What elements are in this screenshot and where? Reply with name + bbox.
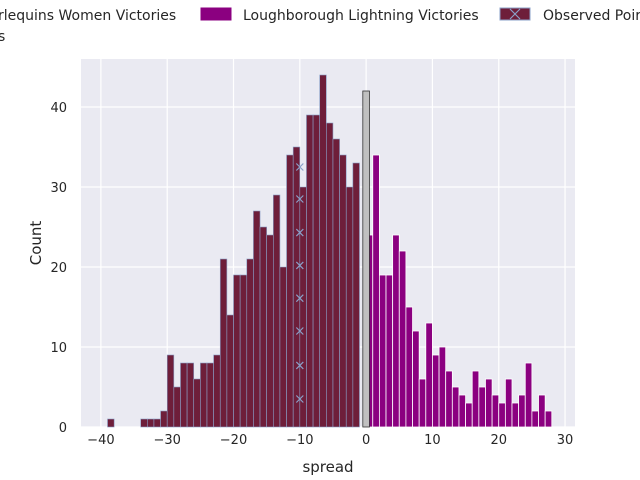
observed-point-marker bbox=[295, 228, 304, 237]
legend-label-loughborough: Loughborough Lightning Victories bbox=[243, 8, 479, 24]
bar-loughborough bbox=[385, 274, 394, 428]
bar-harlequins bbox=[173, 386, 181, 428]
bar-loughborough bbox=[544, 410, 553, 428]
observed-point-marker bbox=[295, 195, 304, 203]
tick-labels: −40 −30 −20 −10 0 10 20 30 0 10 20 30 40 bbox=[50, 101, 573, 448]
bar-loughborough bbox=[425, 322, 433, 428]
bar-loughborough bbox=[524, 362, 533, 428]
bar-loughborough bbox=[478, 386, 486, 428]
legend-x-marker-icon bbox=[509, 8, 521, 20]
y-tick-label: 40 bbox=[50, 101, 67, 116]
bar-harlequins bbox=[219, 258, 228, 428]
bar-harlequins bbox=[352, 162, 360, 428]
bar-highlight bbox=[362, 90, 370, 428]
y-tick-label: 10 bbox=[50, 341, 67, 356]
bar-harlequins bbox=[246, 258, 254, 428]
bar-loughborough bbox=[438, 346, 447, 428]
bar-harlequins bbox=[312, 114, 321, 428]
bar-harlequins bbox=[279, 266, 287, 428]
bar-harlequins bbox=[213, 354, 221, 428]
bar-harlequins bbox=[286, 154, 294, 428]
y-axis-label: Count bbox=[27, 221, 45, 266]
bar-harlequins bbox=[272, 194, 281, 428]
x-tick-label: 0 bbox=[362, 433, 370, 448]
y-tick-label: 30 bbox=[50, 181, 67, 196]
bar-harlequins bbox=[233, 274, 241, 428]
x-tick-label: 30 bbox=[557, 433, 574, 448]
bar-harlequins bbox=[160, 410, 168, 428]
observed-point-marker bbox=[295, 395, 304, 403]
bar-harlequins bbox=[166, 354, 175, 428]
bar-loughborough bbox=[538, 394, 546, 428]
bar-harlequins bbox=[306, 114, 314, 428]
bar-loughborough bbox=[378, 274, 387, 428]
x-tick-label: 10 bbox=[424, 433, 441, 448]
bar-loughborough bbox=[398, 250, 407, 428]
bar-loughborough bbox=[498, 402, 506, 428]
legend-label-harlequins: rlequins Women Victories bbox=[0, 8, 176, 24]
bar-harlequins bbox=[226, 314, 234, 428]
observed-point-marker bbox=[295, 163, 304, 171]
bar-harlequins bbox=[345, 186, 354, 428]
bars bbox=[107, 74, 553, 428]
bar-harlequins bbox=[292, 146, 301, 428]
bar-loughborough bbox=[451, 386, 460, 428]
bar-loughborough bbox=[471, 370, 480, 428]
x-tick-label: −30 bbox=[153, 433, 180, 448]
bar-harlequins bbox=[186, 362, 195, 428]
bar-harlequins bbox=[266, 234, 274, 428]
bar-harlequins bbox=[107, 418, 115, 428]
bar-harlequins bbox=[140, 418, 148, 428]
bar-loughborough bbox=[458, 394, 466, 428]
bar-loughborough bbox=[372, 154, 380, 428]
observed-markers bbox=[295, 163, 304, 403]
bar-loughborough bbox=[511, 402, 520, 428]
bar-harlequins bbox=[326, 122, 334, 428]
observed-point-marker bbox=[295, 294, 304, 303]
x-tick-label: −20 bbox=[220, 433, 247, 448]
bar-harlequins bbox=[239, 274, 248, 428]
bar-harlequins bbox=[200, 362, 208, 428]
legend-label-observed: Observed Poir bbox=[543, 8, 640, 24]
bar-loughborough bbox=[485, 378, 493, 428]
bar-harlequins bbox=[193, 378, 201, 428]
bar-loughborough bbox=[531, 410, 539, 428]
y-tick-label: 0 bbox=[59, 421, 67, 436]
bar-harlequins bbox=[339, 154, 347, 428]
observed-point-marker bbox=[295, 361, 304, 370]
bar-loughborough bbox=[392, 234, 400, 428]
observed-point-marker bbox=[295, 261, 304, 270]
bar-loughborough bbox=[504, 378, 513, 428]
bar-harlequins bbox=[299, 186, 307, 428]
bar-loughborough bbox=[418, 378, 427, 428]
bar-loughborough bbox=[412, 330, 420, 428]
x-tick-label: −40 bbox=[87, 433, 114, 448]
y-tick-label: 20 bbox=[50, 261, 67, 276]
bar-harlequins bbox=[332, 138, 340, 428]
legend: rlequins Women Victories Loughborough Li… bbox=[0, 7, 640, 45]
bar-harlequins bbox=[180, 362, 188, 428]
bar-loughborough bbox=[518, 394, 526, 428]
bar-harlequins bbox=[253, 210, 261, 428]
observed-point-marker bbox=[295, 327, 304, 335]
bar-loughborough bbox=[405, 306, 413, 428]
bar-harlequins bbox=[206, 362, 214, 428]
legend-swatch-loughborough bbox=[200, 7, 232, 21]
bar-loughborough bbox=[491, 394, 500, 428]
x-tick-label: 20 bbox=[490, 433, 507, 448]
bar-loughborough bbox=[465, 402, 473, 428]
bar-harlequins bbox=[259, 226, 267, 428]
bar-harlequins bbox=[153, 418, 161, 428]
bar-harlequins bbox=[147, 418, 155, 428]
bar-loughborough bbox=[432, 354, 440, 428]
x-axis-label: spread bbox=[302, 458, 353, 476]
bar-harlequins bbox=[319, 74, 327, 428]
x-tick-label: −10 bbox=[286, 433, 313, 448]
legend-overflow-text: s bbox=[0, 29, 5, 45]
bar-loughborough bbox=[445, 370, 453, 428]
